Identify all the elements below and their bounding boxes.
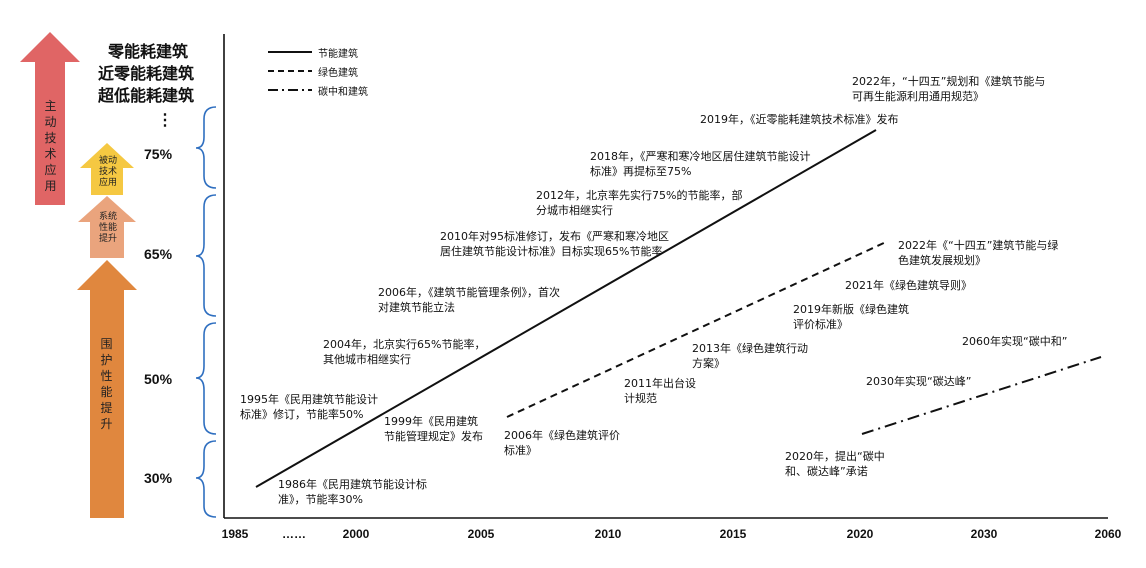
note-2019-green: 2019年新版《绿色建筑评价标准》 [793, 303, 909, 331]
note-2020-pledge: 2020年，提出“碳中和、碳达峰”承诺 [785, 450, 885, 478]
note-1986: 1986年《民用建筑节能设计标准》，节能率30% [278, 478, 427, 506]
note-2021: 2021年《绿色建筑导则》 [845, 279, 972, 292]
x-tick-2000: 2000 [342, 527, 370, 541]
x-tick-2060: 2060 [1094, 527, 1122, 541]
x-tick-2010: 2010 [594, 527, 622, 541]
note-2022-plan: 2022年，“十四五”规划和《建筑节能与可再生能源利用通用规范》 [852, 75, 1046, 103]
note-2060: 2060年实现“碳中和” [962, 335, 1068, 348]
note-2010: 2010年对95标准修订，发布《严寒和寒冷地区居住建筑节能设计标准》目标实现65… [440, 230, 669, 258]
arrow-peach [78, 196, 136, 258]
heading-zero-energy: 零能耗建筑 [108, 42, 189, 61]
arrow-orange [77, 260, 137, 518]
legend-dashdot-label: 碳中和建筑 [318, 87, 368, 98]
continuation-dots: ⋮ [157, 112, 173, 129]
note-2012: 2012年，北京率先实行75%的节能率，部分城市相继实行 [536, 189, 743, 217]
arrow-orange-label: 围护性能提升 [100, 337, 113, 431]
x-tick-2020: 2020 [846, 527, 874, 541]
arrow-red-label: 主动技术应用 [44, 99, 57, 193]
note-2030: 2030年实现“碳达峰” [866, 375, 972, 388]
note-2019: 2019年，《近零能耗建筑技术标准》发布 [700, 113, 899, 126]
heading-near-zero-energy: 近零能耗建筑 [98, 64, 195, 83]
level-65: 65% [144, 246, 173, 262]
note-2006-green: 2006年《绿色建筑评价标准》 [504, 429, 620, 457]
arrow-yellow [80, 143, 134, 195]
note-2011: 2011年出台设计规范 [624, 377, 696, 405]
arrow-yellow-label: 被动技术应用 [98, 156, 117, 188]
note-2004: 2004年，北京实行65%节能率，其他城市相继实行 [323, 338, 486, 366]
note-2013: 2013年《绿色建筑行动方案》 [692, 342, 808, 370]
level-30: 30% [144, 470, 173, 486]
legend-solid-label: 节能建筑 [318, 49, 358, 60]
carbon-neutral-building-line [861, 356, 1102, 435]
x-tick-2015: 2015 [719, 527, 747, 541]
note-2022-green: 2022年《“十四五”建筑节能与绿色建筑发展规划》 [898, 239, 1059, 267]
energy-saving-building-line [255, 129, 877, 488]
arrow-red [20, 32, 80, 205]
note-2006-law: 2006年，《建筑节能管理条例》，首次对建筑节能立法 [378, 286, 560, 314]
level-75: 75% [144, 146, 173, 162]
x-tick-1985: 1985 [221, 527, 249, 541]
arrow-peach-label: 系统性能提升 [98, 212, 117, 244]
x-tick-2005: 2005 [467, 527, 495, 541]
note-2018: 2018年，《严寒和寒冷地区居住建筑节能设计标准》再提标至75% [590, 150, 811, 178]
level-braces [195, 106, 217, 518]
heading-ultra-low-energy: 超低能耗建筑 [98, 86, 195, 105]
x-tick-2030: 2030 [970, 527, 998, 541]
green-building-line [506, 241, 887, 418]
legend-dashed-label: 绿色建筑 [318, 68, 358, 79]
note-1995: 1995年《民用建筑节能设计标准》修订，节能率50% [240, 393, 378, 421]
level-50: 50% [144, 371, 173, 387]
note-1999: 1999年《民用建筑节能管理规定》发布 [384, 415, 483, 443]
x-tick-ellipsis: …… [282, 527, 306, 541]
